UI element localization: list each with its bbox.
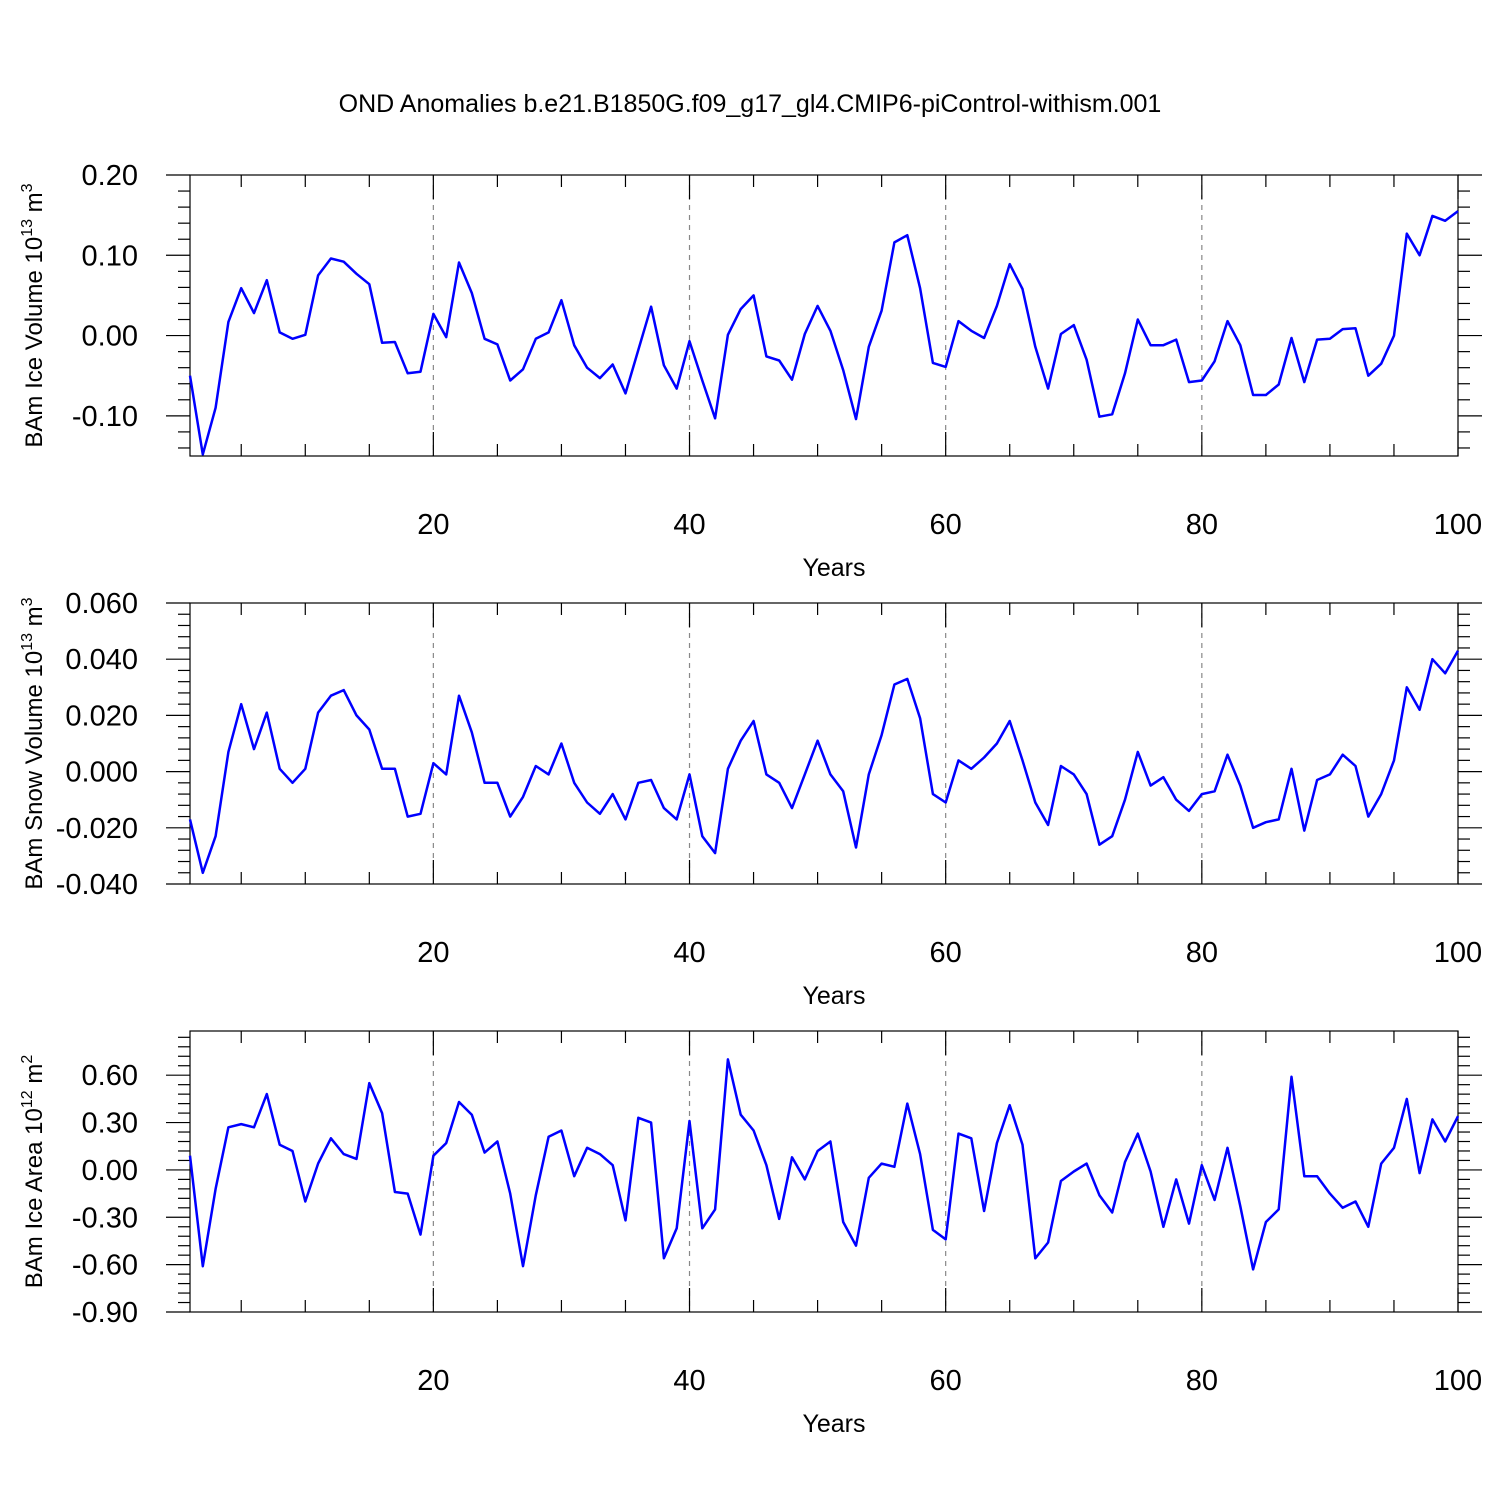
y-label-superscript: 12 xyxy=(19,1090,36,1108)
series-line xyxy=(188,1058,1460,1271)
series-line xyxy=(188,650,1460,875)
y-tick-label: 0.30 xyxy=(82,1108,138,1140)
y-tick-label: 0.10 xyxy=(82,240,138,272)
y-tick-label: 0.00 xyxy=(82,1155,138,1187)
x-tick-label: 100 xyxy=(1434,937,1482,969)
x-tick-label: 60 xyxy=(930,509,962,541)
x-axis-label: Years xyxy=(802,1410,865,1438)
panels: -0.10 0.00 0.10 0.20 20 40 60 80 100 Years BAm Ice… xyxy=(19,160,1482,1438)
x-tick-label: 80 xyxy=(1186,937,1218,969)
y-tick-label: -0.60 xyxy=(72,1250,138,1282)
x-tick-label: 100 xyxy=(1434,509,1482,541)
y-tick-label: -0.90 xyxy=(72,1297,138,1329)
x-tick-label: 20 xyxy=(417,509,449,541)
y-axis-label: BAm Ice Volume 1013 m3 xyxy=(19,183,48,447)
y-tick-label: 0.00 xyxy=(82,321,138,353)
panel-1: -0.10 0.00 0.10 0.20 20 40 60 80 100 Years BAm Ice… xyxy=(19,160,1482,582)
x-tick-label: 40 xyxy=(673,509,705,541)
series-line xyxy=(188,210,1459,456)
x-tick-label: 80 xyxy=(1186,509,1218,541)
y-label-superscript: 13 xyxy=(19,633,36,651)
panel-3: -0.90 -0.60 -0.30 0.00 0.30 0.60 20 40 60 80 100 Ye… xyxy=(19,1030,1482,1438)
y-tick-label: -0.040 xyxy=(56,869,138,901)
x-axis-label: Years xyxy=(802,982,865,1010)
y-tick-label: -0.020 xyxy=(56,813,138,845)
y-tick-label: -0.30 xyxy=(72,1202,138,1234)
y-axis-label: BAm Snow Volume 1013 m3 xyxy=(19,597,48,889)
x-tick-label: 20 xyxy=(417,1365,449,1397)
y-label-text: BAm Snow Volume 10 xyxy=(21,651,48,890)
y-label-text: m xyxy=(21,1064,48,1091)
y-axis-label: BAm Ice Area 1012 m2 xyxy=(19,1055,48,1289)
y-label-superscript: 3 xyxy=(19,597,36,606)
y-tick-label: 0.000 xyxy=(65,757,138,789)
y-label-text: BAm Ice Volume 10 xyxy=(21,237,48,448)
y-tick-label: 0.040 xyxy=(65,644,138,676)
y-label-superscript: 2 xyxy=(19,1055,36,1064)
y-tick-label: -0.10 xyxy=(72,401,138,433)
x-tick-label: 80 xyxy=(1186,1365,1218,1397)
chart-title: OND Anomalies b.e21.B1850G.f09_g17_gl4.C… xyxy=(339,90,1162,118)
y-label-text: m xyxy=(21,192,48,219)
x-tick-label: 100 xyxy=(1434,1365,1482,1397)
y-label-superscript: 13 xyxy=(19,219,36,237)
panel-2: -0.040 -0.020 0.000 0.020 0.040 0.060 20 40 60 80… xyxy=(19,588,1482,1010)
x-tick-label: 40 xyxy=(673,1365,705,1397)
y-label-text: BAm Ice Area 10 xyxy=(21,1108,48,1288)
y-tick-label: 0.020 xyxy=(65,700,138,732)
y-label-superscript: 3 xyxy=(19,183,36,192)
plot-frame xyxy=(189,602,1459,885)
x-tick-label: 60 xyxy=(930,937,962,969)
y-tick-label: 0.20 xyxy=(82,160,138,192)
y-tick-label: 0.60 xyxy=(82,1060,138,1092)
y-label-text: m xyxy=(21,606,48,633)
x-tick-label: 60 xyxy=(930,1365,962,1397)
plot-frame xyxy=(189,174,1459,457)
y-tick-label: 0.060 xyxy=(65,588,138,620)
plot-frame xyxy=(189,1030,1459,1313)
x-axis-label: Years xyxy=(802,554,865,582)
x-tick-label: 20 xyxy=(417,937,449,969)
x-tick-label: 40 xyxy=(673,937,705,969)
